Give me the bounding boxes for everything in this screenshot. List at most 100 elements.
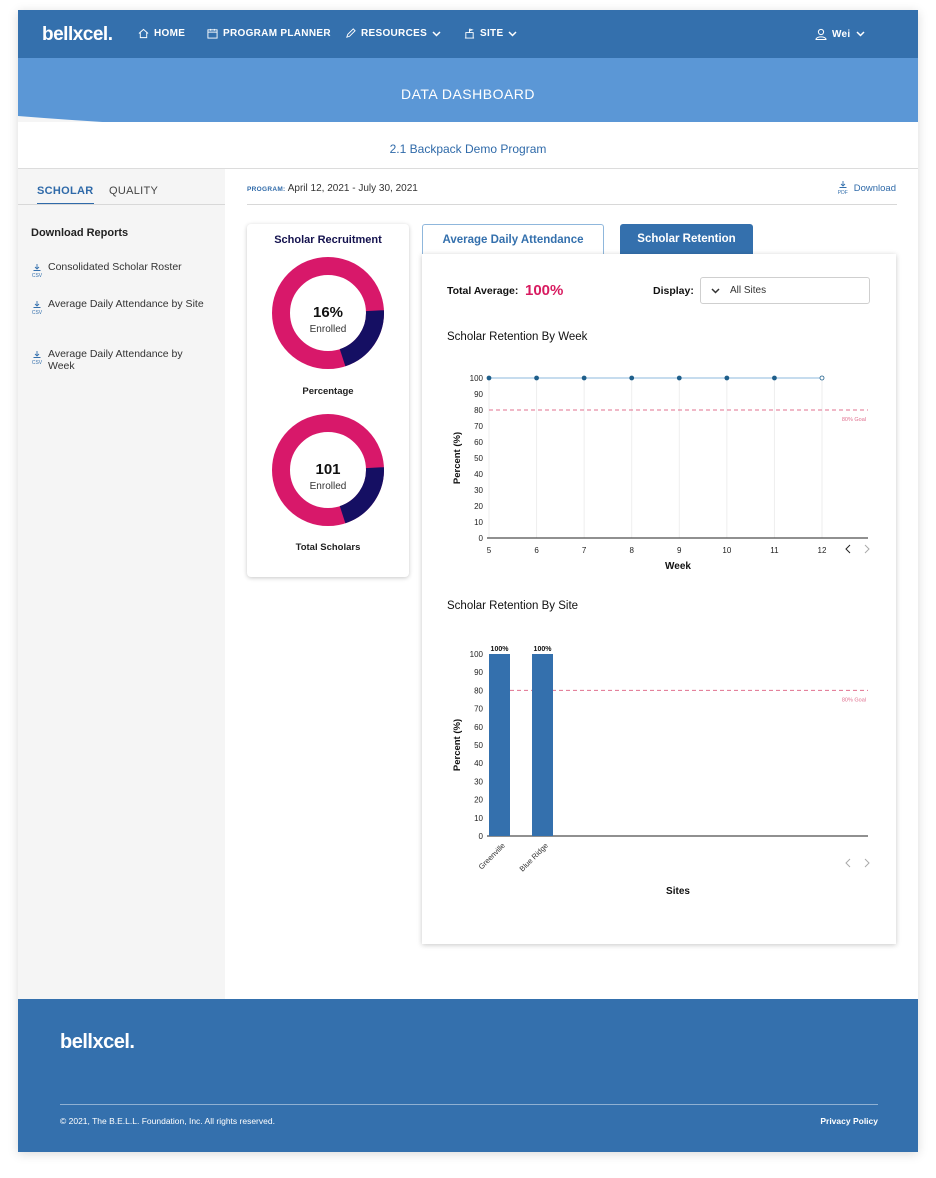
retention-by-site-chart: 0 10 20 30 40 50 60 70 80 90 100 80% Goal 100% Greenv…: [452, 646, 870, 897]
page-banner: DATA DASHBOARD: [18, 58, 918, 130]
chevron-left-icon[interactable]: [845, 544, 851, 554]
y-tick-label: 0: [479, 832, 484, 841]
sidebar-divider: [18, 204, 225, 205]
chevron-right-icon[interactable]: [864, 544, 870, 554]
total-donut-hole: [290, 432, 366, 508]
csv-download-icon: CSV: [30, 261, 44, 279]
app-frame: bellxcel. HOME PROGRAM PLANNER RESOURCES…: [18, 10, 918, 1152]
main-divider: [247, 204, 897, 205]
tab-scholar-retention[interactable]: Scholar Retention: [620, 224, 753, 254]
chevron-down-icon: [855, 31, 865, 37]
program-name[interactable]: 2.1 Backpack Demo Program: [389, 142, 547, 156]
goal-label: 80% Goal: [842, 697, 866, 703]
x-tick-label: 12: [818, 546, 827, 555]
nav-resources[interactable]: RESOURCES: [345, 28, 441, 39]
chevron-left-icon[interactable]: [845, 858, 851, 868]
total-scholars-value: 101: [315, 461, 341, 478]
x-tick-label: 8: [629, 546, 634, 555]
y-tick-label: 90: [474, 668, 483, 677]
pdf-download-icon: PDF: [838, 181, 848, 196]
data-point[interactable]: [819, 375, 825, 381]
nav-program-planner-label: PROGRAM PLANNER: [223, 28, 331, 39]
y-tick-label: 10: [474, 814, 483, 823]
data-point[interactable]: [724, 375, 730, 381]
sidebar: SCHOLAR QUALITY Download Reports CSV Con…: [18, 169, 225, 999]
y-tick-label: 100: [470, 650, 484, 659]
x-tick-label: 9: [677, 546, 682, 555]
download-pdf-button[interactable]: PDF Download: [838, 181, 896, 196]
y-tick-label: 80: [474, 686, 483, 695]
data-point[interactable]: [676, 375, 682, 381]
y-tick-label: 30: [474, 777, 483, 786]
report-attendance-by-week[interactable]: CSV Average Daily Attendance by Week: [30, 348, 210, 372]
chevron-right-icon[interactable]: [864, 858, 870, 868]
total-scholars-donut: [272, 414, 384, 526]
program-dates: PROGRAM: April 12, 2021 - July 30, 2021: [247, 183, 418, 194]
data-point[interactable]: [629, 375, 635, 381]
user-icon: [815, 28, 827, 40]
x-tick-label: 10: [722, 546, 731, 555]
footer-divider: [60, 1104, 878, 1105]
tab-average-daily-attendance[interactable]: Average Daily Attendance: [422, 224, 604, 254]
nav-site[interactable]: SITE: [464, 28, 517, 39]
x-tick-label: 11: [770, 546, 779, 555]
data-point[interactable]: [581, 375, 587, 381]
report-attendance-by-site[interactable]: CSV Average Daily Attendance by Site: [30, 298, 210, 316]
download-reports-heading: Download Reports: [31, 227, 129, 239]
x-tick-label: 7: [582, 546, 587, 555]
x-tick-label: Blue Ridge: [518, 841, 550, 873]
report-label: Average Daily Attendance by Week: [48, 348, 183, 372]
retention-by-week-chart: 0 10 20 30 40 50 60 70 80 90 100 80% Goal 5 6 7 8 9 10 11 1…: [452, 374, 870, 572]
nav-program-planner[interactable]: PROGRAM PLANNER: [207, 28, 331, 39]
csv-download-icon: CSV: [30, 298, 44, 316]
nav-home[interactable]: HOME: [138, 28, 185, 39]
y-tick-label: 20: [474, 502, 483, 511]
csv-download-icon: CSV: [30, 348, 44, 372]
data-point[interactable]: [772, 375, 777, 381]
chevron-down-icon: [711, 287, 720, 294]
chevron-down-icon: [432, 30, 441, 37]
x-tick-label: Greenville: [477, 841, 507, 871]
page-title: DATA DASHBOARD: [400, 86, 536, 102]
copyright-text: © 2021, The B.E.L.L. Foundation, Inc. Al…: [60, 1116, 275, 1126]
bar[interactable]: [489, 654, 510, 836]
display-select[interactable]: All Sites: [700, 277, 870, 304]
display-label: Display:: [653, 285, 694, 297]
tab-quality[interactable]: QUALITY: [109, 185, 159, 197]
x-tick-label: 6: [534, 546, 539, 555]
percentage-donut-segment: [339, 310, 384, 367]
data-point[interactable]: [534, 375, 539, 381]
program-label: PROGRAM:: [247, 186, 286, 193]
footer: bellxcel. © 2021, The B.E.L.L. Foundatio…: [18, 999, 918, 1152]
banner-wave: [18, 58, 918, 130]
y-tick-label: 60: [474, 438, 483, 447]
bar[interactable]: [532, 654, 553, 836]
bar-data-label: 100%: [534, 646, 553, 653]
y-tick-label: 40: [474, 470, 483, 479]
y-tick-label: 40: [474, 759, 483, 768]
program-bar: 2.1 Backpack Demo Program: [18, 122, 918, 169]
data-point[interactable]: [486, 375, 492, 381]
school-icon: [464, 28, 475, 39]
tab-scholar[interactable]: SCHOLAR: [37, 185, 94, 205]
y-tick-label: 10: [474, 518, 483, 527]
privacy-policy-link[interactable]: Privacy Policy: [820, 1116, 878, 1126]
y-tick-label: 0: [479, 534, 484, 543]
y-tick-label: 70: [474, 705, 483, 714]
brand-logo[interactable]: bellxcel.: [42, 24, 113, 45]
nav-home-label: HOME: [154, 28, 186, 39]
home-icon: [138, 28, 149, 39]
report-consolidated-roster[interactable]: CSV Consolidated Scholar Roster: [30, 261, 210, 279]
percentage-sub: Enrolled: [309, 324, 347, 335]
retention-panel: Total Average: 100% Display: All Sites S…: [422, 254, 896, 944]
scholar-recruitment-card: Scholar Recruitment 16% Enrolled Percent…: [247, 224, 409, 577]
user-menu[interactable]: Wei: [815, 28, 865, 40]
total-average-value: 100%: [525, 282, 564, 299]
y-tick-label: 50: [474, 741, 483, 750]
y-tick-label: 20: [474, 796, 483, 805]
chevron-down-icon: [508, 30, 517, 37]
y-tick-label: 70: [474, 422, 483, 431]
y-axis-title: Percent (%): [452, 719, 463, 771]
download-label: Download: [853, 183, 896, 194]
y-tick-label: 50: [474, 454, 483, 463]
